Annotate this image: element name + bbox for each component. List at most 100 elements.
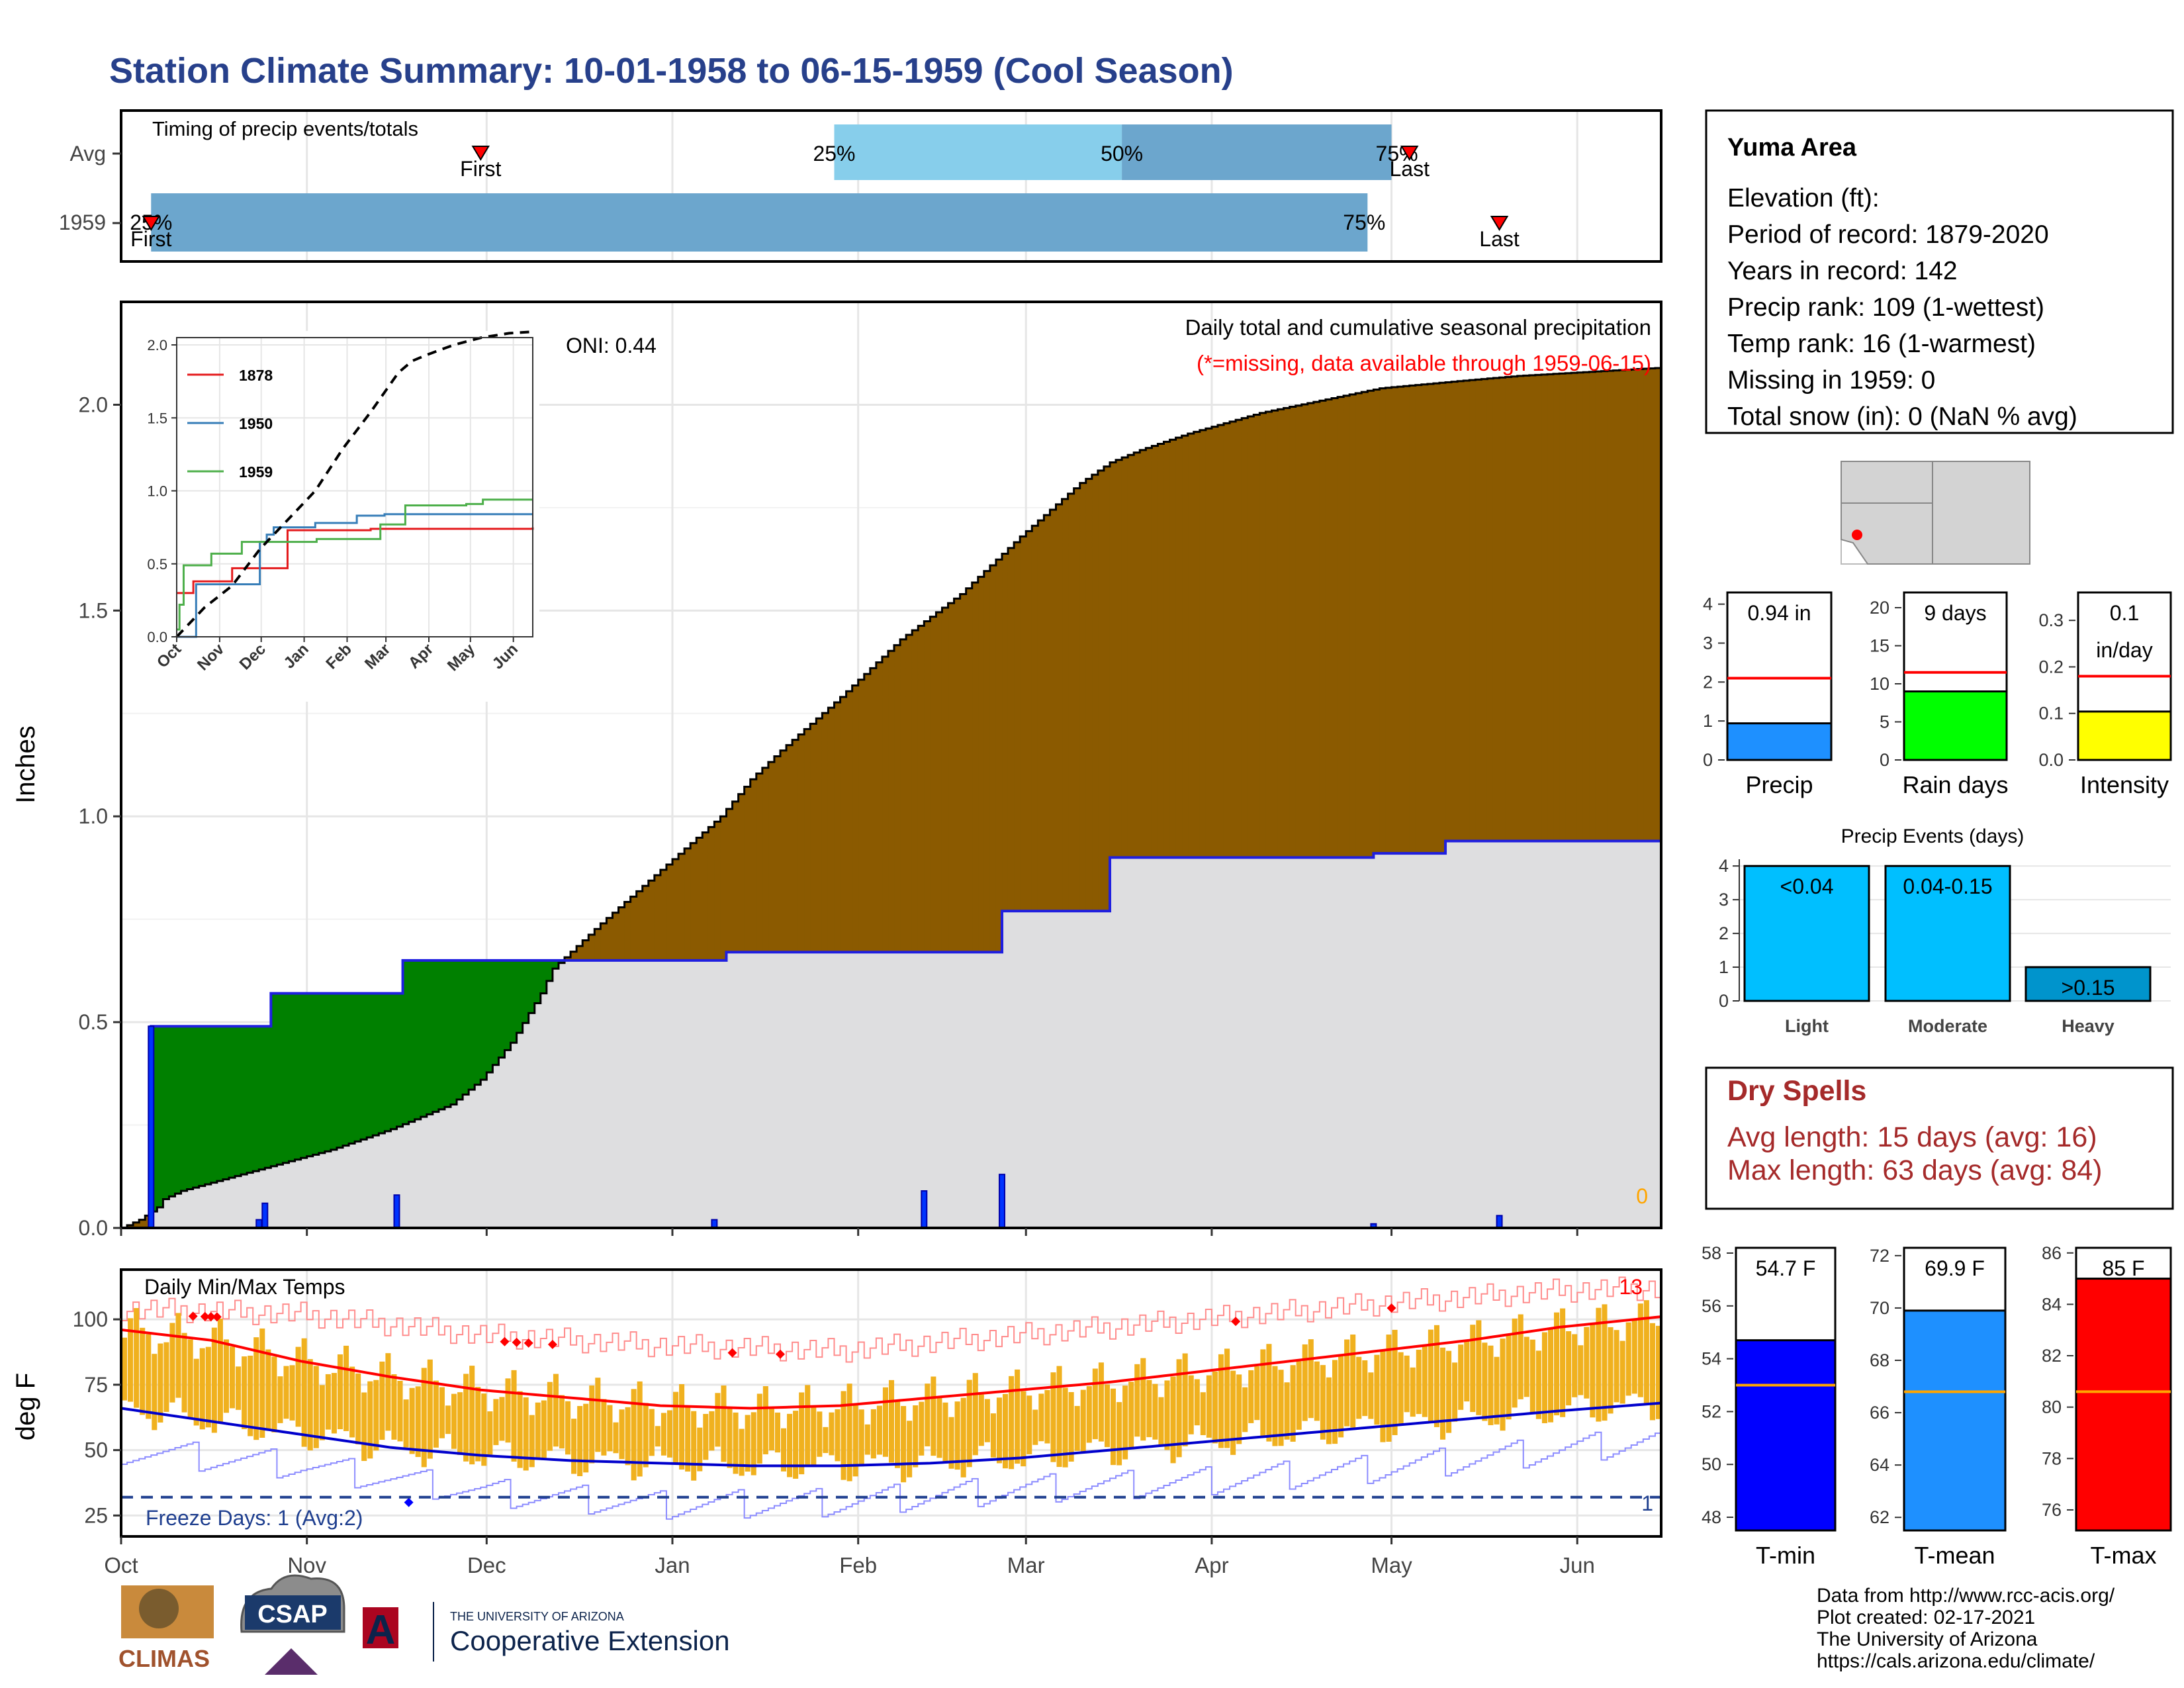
daily-temp-bar <box>1433 1325 1439 1427</box>
daily-temp-bar <box>1104 1384 1110 1448</box>
daily-temp-bar <box>433 1380 439 1448</box>
daily-temp-bar <box>954 1401 960 1470</box>
daily-temp-bar <box>1188 1375 1194 1434</box>
daily-temp-bar <box>535 1402 541 1458</box>
y1959-25-75-bar <box>151 193 1368 252</box>
station-info-box: Yuma Area Elevation (ft): Period of record… <box>1705 109 2174 434</box>
temp-panel: Daily Min/Max Temps Freeze Days: 1 (Avg:2… <box>11 1268 1662 1544</box>
daily-temp-bar <box>415 1386 421 1458</box>
daily-temp-bar <box>1643 1300 1649 1403</box>
avg-first-label: First <box>460 157 501 181</box>
daily-temp-bar <box>870 1409 876 1459</box>
daily-temp-bar <box>487 1411 493 1455</box>
ytick-label: 50 <box>1702 1454 1721 1474</box>
y1959-first-marker <box>142 216 161 231</box>
daily-temp-bar <box>1176 1359 1182 1458</box>
record-high-line <box>121 1276 1661 1363</box>
daily-temp-bar <box>739 1429 745 1476</box>
temp-title: Daily Min/Max Temps <box>144 1275 345 1299</box>
daily-temp-bar <box>1134 1364 1140 1437</box>
daily-temp-bar <box>1074 1405 1080 1451</box>
daily-temp-bar <box>152 1354 158 1430</box>
avg-last-marker <box>1400 146 1419 161</box>
page-title: Station Climate Summary: 10-01-1958 to 0… <box>109 51 1234 91</box>
daily-temp-bar <box>242 1356 248 1429</box>
daily-temp-bar <box>1086 1385 1092 1443</box>
inset-ytick: 1.5 <box>147 410 167 426</box>
daily-temp-bar <box>451 1393 457 1449</box>
y1959-75-label: 75% <box>1343 211 1385 234</box>
freeze-count: 1 <box>1641 1491 1653 1515</box>
precip-panel: 0 1 2 3 4 0.94 in Precip <box>1703 591 1833 798</box>
daily-temp-bar <box>1362 1360 1368 1417</box>
inset-ytick: 0.0 <box>147 629 167 645</box>
tmin-panel: 48 50 52 54 56 58 54.7 F T-min <box>1702 1243 1837 1569</box>
daily-temp-bar <box>193 1358 199 1426</box>
tmean-bar <box>1903 1309 2007 1532</box>
daily-temp-bar <box>1098 1362 1104 1442</box>
daily-temp-bar <box>1374 1354 1380 1425</box>
y-axis-title: deg F <box>11 1373 40 1440</box>
ytick-label: 56 <box>1702 1296 1721 1316</box>
record-low-line <box>121 1431 1661 1520</box>
daily-temp-bar <box>931 1376 936 1456</box>
daily-temp-bar <box>1314 1361 1320 1421</box>
daily-temp-bar <box>936 1397 942 1458</box>
daily-temp-bar <box>978 1394 984 1446</box>
daily-temp-bar <box>373 1380 379 1451</box>
tmax-panel: 76 78 80 82 84 86 85 F T-max <box>2042 1243 2172 1569</box>
daily-temp-bar <box>1092 1368 1098 1440</box>
daily-temp-bar <box>1392 1329 1398 1435</box>
daily-temp-bar <box>158 1343 163 1423</box>
month-label: Oct <box>104 1553 138 1577</box>
station-location-marker <box>1852 530 1862 540</box>
footer-line: The University of Arizona <box>1817 1628 2038 1650</box>
daily-temp-bar <box>1560 1308 1566 1417</box>
daily-temp-bar <box>679 1384 685 1470</box>
daily-temp-bar <box>529 1415 535 1468</box>
ytick-label: 68 <box>1870 1350 1889 1370</box>
value-label-line1: 0.1 <box>2110 601 2139 625</box>
daily-temp-bar <box>1446 1350 1452 1433</box>
ytick-label: 3 <box>1703 633 1713 653</box>
value-label: 9 days <box>1924 601 1986 625</box>
daily-temp-bar <box>960 1397 966 1477</box>
daily-temp-bar <box>236 1366 242 1410</box>
daily-temp-bar <box>625 1407 631 1466</box>
daily-temp-bar <box>601 1399 607 1456</box>
daily-temp-bar <box>1302 1344 1308 1421</box>
daily-temp-bar <box>511 1370 517 1462</box>
ytick-label: 15 <box>1870 636 1889 656</box>
daily-temp-bar <box>1578 1345 1584 1395</box>
oni-label: ONI: 0.44 <box>566 334 657 357</box>
daily-temp-bar <box>1554 1312 1560 1416</box>
daily-temp-bar <box>181 1333 187 1413</box>
daily-temp-bar <box>1631 1319 1637 1394</box>
ytick-label: 4 <box>1703 594 1713 614</box>
ua-logo-letter: A <box>366 1607 396 1653</box>
panel-name: Intensity <box>2080 771 2169 798</box>
daily-temp-bar <box>475 1387 481 1462</box>
ytick-label: 0.0 <box>2038 750 2064 770</box>
daily-temp-bar <box>1410 1367 1416 1417</box>
panel-name: Rain days <box>1902 771 2008 798</box>
daily-temp-bar <box>421 1368 427 1468</box>
station-line: Elevation (ft): <box>1727 184 1880 212</box>
daily-temp-bar <box>1158 1397 1164 1446</box>
daily-temp-bar <box>649 1409 655 1456</box>
daily-temp-bar <box>295 1346 301 1427</box>
tmean-panel: 62 64 66 68 70 72 69.9 F T-mean <box>1870 1246 2007 1569</box>
daily-precip-bar <box>1496 1215 1503 1229</box>
ytick-label: 86 <box>2042 1243 2062 1263</box>
daily-temp-bar <box>463 1374 469 1462</box>
daily-temp-bar <box>1350 1335 1356 1428</box>
event-bar-label: <0.04 <box>1780 874 1834 898</box>
footer-line: Data from http://www.rcc-acis.org/ <box>1817 1585 2115 1607</box>
daily-temp-bar <box>1308 1339 1314 1419</box>
daily-temp-bar <box>1230 1370 1236 1455</box>
ua-small-text: THE UNIVERSITY OF ARIZONA <box>450 1610 624 1623</box>
daily-temp-bar <box>805 1385 811 1465</box>
ytick-label: 1 <box>1703 711 1713 731</box>
timing-title: Timing of precip events/totals <box>152 117 418 140</box>
